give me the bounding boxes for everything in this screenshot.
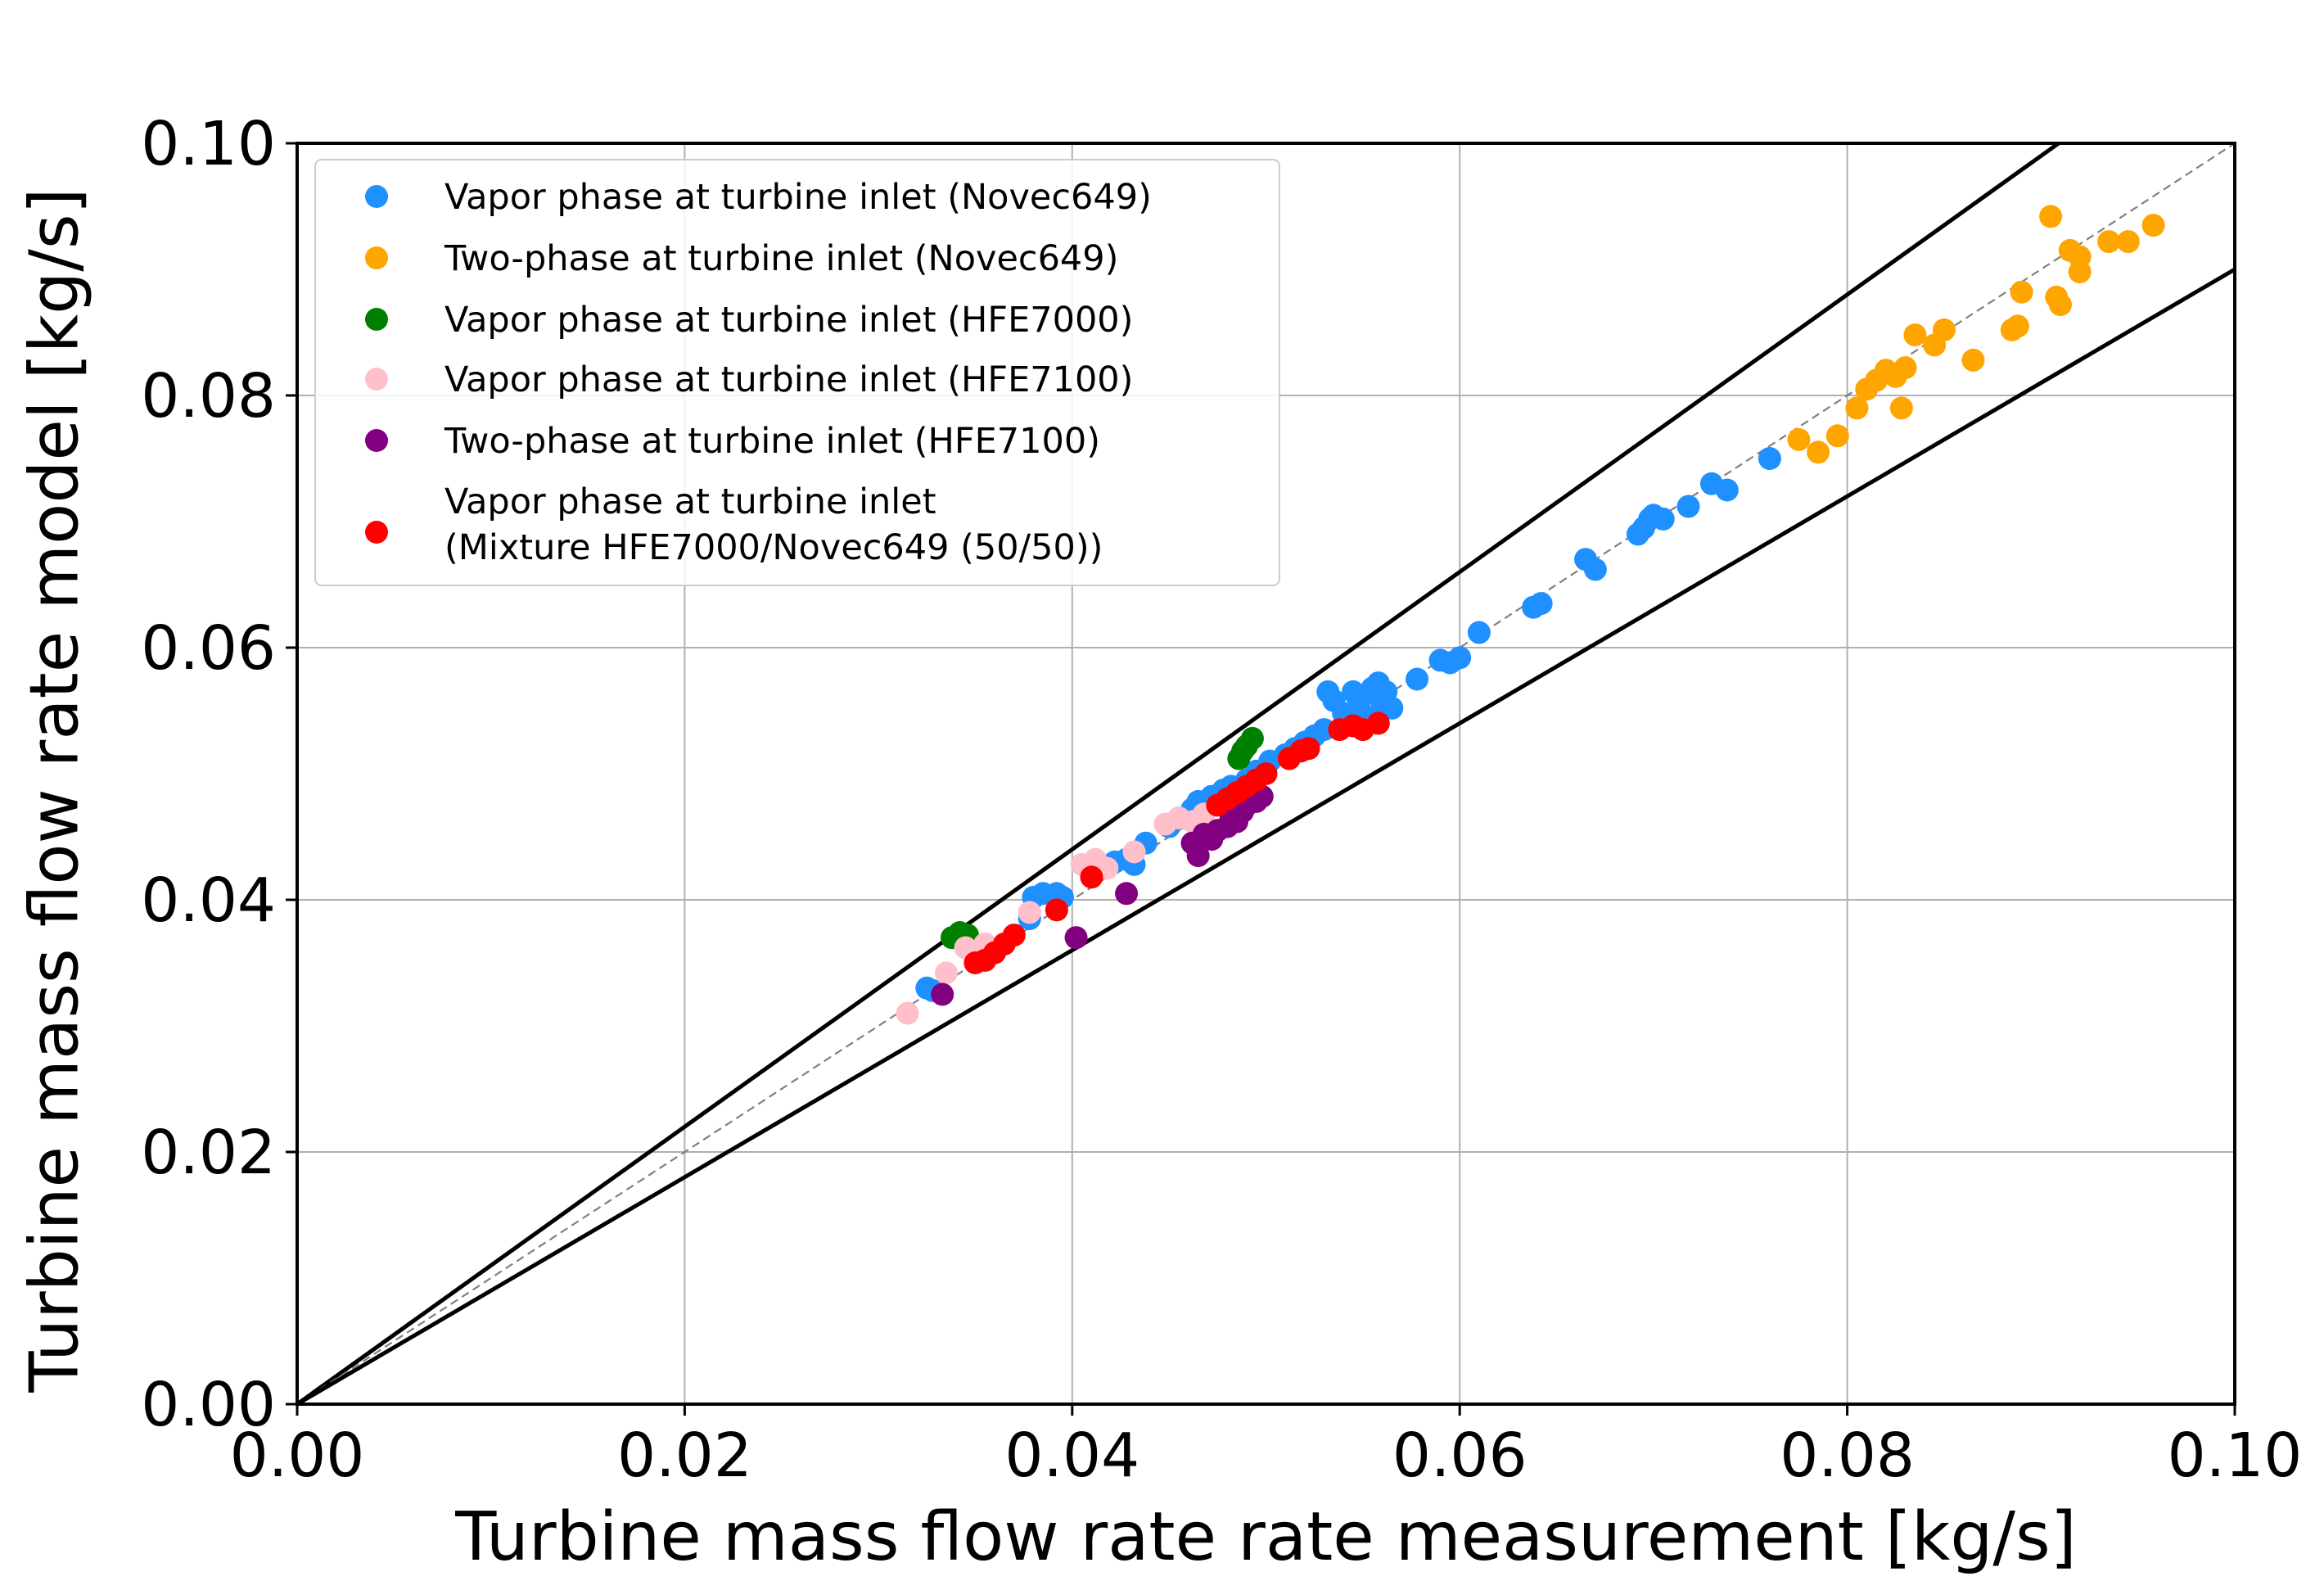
- series-4: [931, 784, 1274, 1006]
- data-point: [1889, 396, 1913, 420]
- y-axis-label: Turbine mass flow rate model [kg/s]: [16, 187, 93, 1393]
- data-point: [1845, 396, 1869, 420]
- data-point: [2048, 293, 2072, 317]
- series-1: [1787, 205, 2165, 464]
- legend-marker: [365, 246, 388, 269]
- data-point: [1715, 478, 1739, 502]
- legend-label: Vapor phase at turbine inlet (HFE7000): [444, 300, 1133, 341]
- legend-label: Vapor phase at turbine inlet: [444, 481, 936, 522]
- y-tick-label: 0.04: [141, 865, 276, 936]
- data-point: [1825, 424, 1849, 448]
- legend-label: (Mixture HFE7000/Novec649 (50/50)): [444, 527, 1103, 568]
- data-point: [1787, 427, 1811, 451]
- legend-marker: [365, 185, 388, 208]
- data-point: [1961, 348, 1985, 372]
- legend-marker: [365, 368, 388, 391]
- data-point: [2068, 245, 2092, 269]
- data-point: [931, 982, 954, 1006]
- data-point: [2039, 205, 2063, 228]
- data-point: [934, 961, 958, 985]
- legend-marker: [365, 521, 388, 544]
- data-point: [1380, 696, 1404, 720]
- legend-label: Vapor phase at turbine inlet (HFE7100): [444, 359, 1133, 400]
- y-tick-label: 0.10: [141, 109, 276, 179]
- data-point: [1297, 737, 1320, 761]
- data-point: [1080, 865, 1103, 889]
- y-tick-label: 0.02: [141, 1118, 276, 1188]
- legend-label: Two-phase at turbine inlet (Novec649): [444, 238, 1118, 279]
- data-point: [1807, 440, 1830, 464]
- data-point: [1064, 926, 1088, 950]
- data-point: [1254, 762, 1278, 785]
- data-point: [1002, 924, 1026, 947]
- data-point: [1448, 646, 1472, 670]
- series-5: [963, 711, 1390, 974]
- data-point: [1018, 901, 1041, 924]
- y-tick-label: 0.00: [141, 1370, 276, 1440]
- data-point: [1529, 592, 1553, 616]
- data-point: [1651, 507, 1675, 531]
- x-tick-label: 0.04: [1004, 1421, 1139, 1491]
- data-point: [1932, 318, 1956, 341]
- x-tick-label: 0.00: [230, 1421, 365, 1491]
- data-point: [1122, 840, 1146, 864]
- legend-label: Two-phase at turbine inlet (HFE7100): [444, 421, 1100, 462]
- data-point: [2097, 230, 2121, 254]
- axis-ticks: 0.00 0.02 0.04 0.06 0.08 0.10 0.00 0.02 0.04 0.06…: [141, 109, 2302, 1491]
- data-point: [1406, 667, 1429, 691]
- x-tick-label: 0.02: [617, 1421, 752, 1491]
- data-point: [1366, 711, 1390, 735]
- x-tick-label: 0.08: [1780, 1421, 1915, 1491]
- data-point: [2010, 280, 2033, 304]
- legend-box: [314, 159, 1280, 586]
- data-point: [1676, 495, 1700, 518]
- legend: Vapor phase at turbine inlet (Novec649) T…: [314, 159, 1280, 586]
- reference-line-upper-bound: [296, 141, 2060, 1407]
- y-tick-label: 0.06: [141, 613, 276, 684]
- data-point: [1115, 882, 1139, 906]
- data-point: [1903, 323, 1927, 347]
- y-tick-label: 0.08: [141, 361, 276, 431]
- reference-line-lower-bound: [296, 267, 2236, 1407]
- data-point: [1467, 621, 1491, 644]
- legend-marker: [365, 429, 388, 452]
- legend-marker: [365, 308, 388, 331]
- data-point: [1231, 739, 1255, 763]
- legend-label: Vapor phase at turbine inlet (Novec649): [444, 177, 1152, 218]
- data-points: [896, 205, 2165, 1025]
- x-tick-label: 0.06: [1392, 1421, 1528, 1491]
- x-axis-label: Turbine mass flow rate rate measurement …: [454, 1498, 2077, 1576]
- data-point: [1893, 356, 1917, 380]
- data-point: [1758, 447, 1781, 470]
- data-point: [1045, 898, 1068, 922]
- data-point: [896, 1001, 919, 1025]
- data-point: [2141, 214, 2165, 237]
- data-point: [1583, 558, 1607, 581]
- plot-frame: [296, 142, 2236, 1406]
- x-tick-label: 0.10: [2168, 1421, 2303, 1491]
- data-point: [2006, 314, 2029, 338]
- data-point: [2116, 230, 2140, 254]
